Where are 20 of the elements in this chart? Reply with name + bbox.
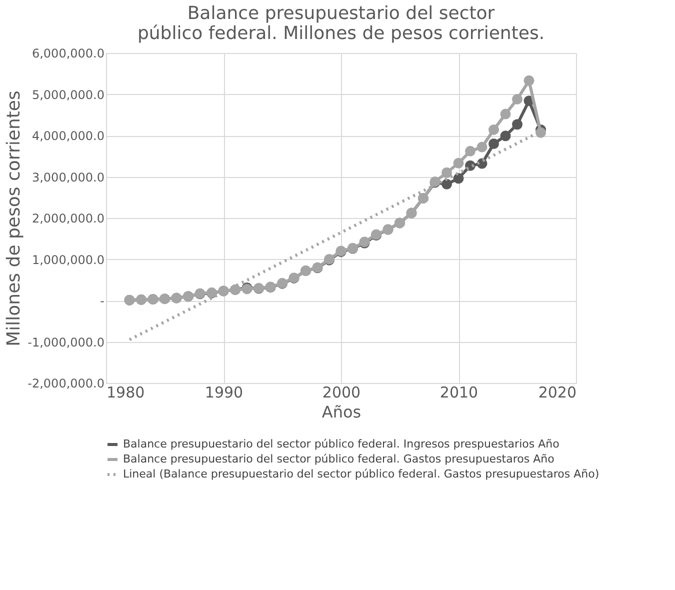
y-tick-label: 2,000,000.0 [32, 212, 104, 226]
chart-title: Balance presupuestario del sector público federal. Millones de pesos corrientes. [137, 3, 545, 44]
y-tick-label: 5,000,000.0 [32, 88, 104, 102]
y-axis-title: Millones de pesos corrientes [4, 90, 25, 346]
y-tick-label: -2,000,000.0 [28, 376, 104, 390]
y-tick-label: -1,000,000.0 [28, 335, 104, 350]
y-tick-label: - [100, 294, 104, 308]
x-tick-label: 2020 [538, 384, 576, 402]
y-tick-label: 4,000,000.0 [32, 129, 104, 143]
x-tick-label: 1990 [204, 384, 244, 402]
legend-label: Balance presupuestario del sector público federal. Gastos presupuestaros Año [123, 452, 555, 466]
y-tick-label: 6,000,000.0 [32, 46, 104, 60]
legend-label: Balance presupuestario del sector público federal. Ingresos prespuestarios Año [123, 438, 560, 450]
legend-label: Lineal (Balance presupuestario del sector público federal. Gastos presupuestaros Año) [123, 468, 600, 480]
x-tick-label: 2010 [440, 384, 478, 402]
y-tick-label: 1,000,000.0 [32, 252, 104, 267]
x-axis-title: Años [322, 402, 362, 422]
x-tick-label: 1980 [106, 384, 145, 402]
x-tick-label: 2000 [322, 384, 361, 402]
y-tick-label: 3,000,000.0 [32, 170, 104, 184]
